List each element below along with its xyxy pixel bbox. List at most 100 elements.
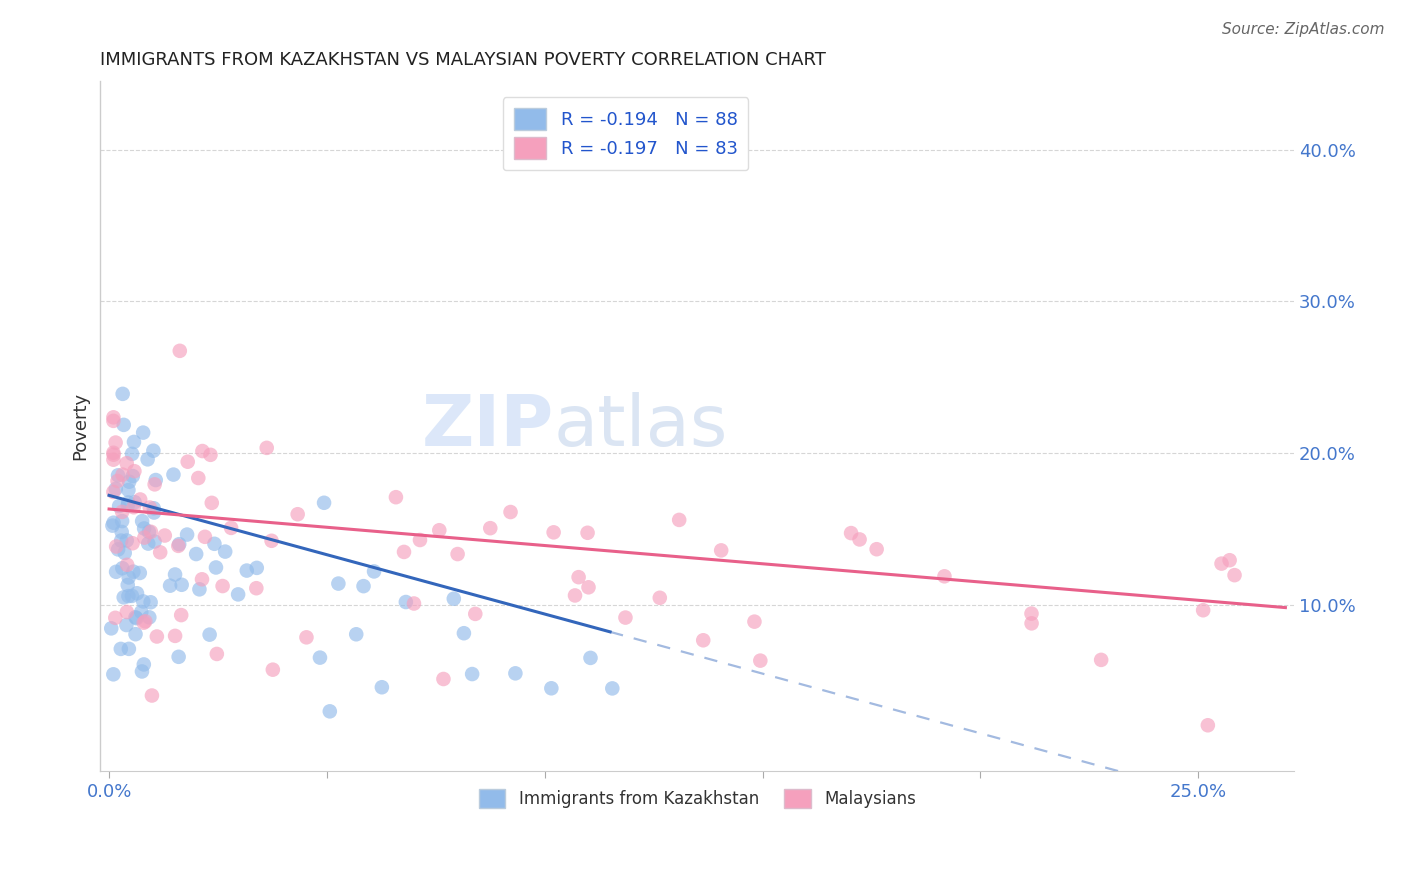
Point [159, 579, 181, 593]
Point [117, 578, 139, 592]
Point [122, 500, 145, 515]
Point [117, 589, 139, 603]
Point [136, 536, 159, 550]
Point [169, 343, 191, 358]
Point [110, 641, 132, 656]
Point [111, 467, 134, 482]
Point [211, 579, 233, 593]
Text: Source: ZipAtlas.com: Source: ZipAtlas.com [1222, 22, 1385, 37]
Point [118, 641, 141, 656]
Point [124, 610, 146, 624]
Point [176, 527, 198, 541]
Point [453, 626, 475, 640]
Point [114, 546, 136, 560]
Point [540, 681, 562, 696]
Point [104, 482, 127, 496]
Point [103, 452, 125, 467]
Point [124, 464, 146, 478]
Point [142, 443, 165, 458]
Point [122, 434, 145, 449]
Point [187, 471, 209, 485]
Point [134, 531, 156, 545]
Point [165, 629, 187, 643]
Point [103, 410, 125, 425]
Point [117, 483, 139, 497]
Point [446, 547, 468, 561]
Point [145, 473, 167, 487]
Point [245, 581, 267, 595]
Point [122, 565, 145, 579]
Point [124, 495, 146, 509]
Point [371, 680, 394, 694]
Point [246, 561, 269, 575]
Point [287, 507, 309, 521]
Point [1219, 553, 1241, 567]
Point [111, 524, 134, 539]
Point [107, 542, 129, 557]
Point [319, 704, 342, 718]
Point [461, 667, 484, 681]
Point [134, 521, 156, 535]
Point [112, 591, 135, 605]
Point [143, 534, 166, 549]
Point [143, 477, 166, 491]
Point [204, 537, 226, 551]
Point [614, 610, 637, 624]
Point [115, 456, 138, 470]
Point [839, 526, 862, 541]
Point [162, 467, 184, 482]
Point [115, 558, 138, 572]
Point [167, 537, 190, 551]
Point [749, 654, 772, 668]
Point [1197, 718, 1219, 732]
Point [226, 587, 249, 601]
Point [105, 565, 128, 579]
Point [149, 545, 172, 559]
Text: atlas: atlas [554, 392, 728, 461]
Point [111, 505, 134, 519]
Point [219, 521, 242, 535]
Point [1211, 557, 1233, 571]
Point [848, 533, 870, 547]
Point [344, 627, 367, 641]
Point [499, 505, 522, 519]
Point [353, 579, 375, 593]
Point [309, 650, 332, 665]
Text: ZIP: ZIP [422, 392, 554, 461]
Point [110, 533, 132, 548]
Point [363, 565, 385, 579]
Point [934, 569, 956, 583]
Point [128, 566, 150, 580]
Point [132, 657, 155, 672]
Point [115, 533, 138, 548]
Point [312, 496, 335, 510]
Point [256, 441, 278, 455]
Point [464, 607, 486, 621]
Point [111, 514, 134, 528]
Point [165, 567, 187, 582]
Point [129, 492, 152, 507]
Point [129, 605, 152, 619]
Legend: Immigrants from Kazakhstan, Malaysians: Immigrants from Kazakhstan, Malaysians [472, 782, 922, 814]
Point [395, 595, 418, 609]
Point [143, 506, 166, 520]
Point [170, 608, 193, 623]
Point [118, 570, 141, 584]
Point [136, 452, 159, 467]
Point [121, 536, 143, 550]
Point [121, 469, 143, 483]
Point [167, 539, 190, 553]
Point [115, 605, 138, 619]
Point [118, 475, 141, 489]
Point [205, 647, 228, 661]
Point [479, 521, 502, 535]
Point [139, 595, 162, 609]
Point [121, 589, 143, 603]
Point [236, 564, 259, 578]
Point [1192, 603, 1215, 617]
Point [170, 578, 193, 592]
Point [191, 444, 214, 458]
Point [1021, 616, 1043, 631]
Point [131, 514, 153, 528]
Point [564, 589, 586, 603]
